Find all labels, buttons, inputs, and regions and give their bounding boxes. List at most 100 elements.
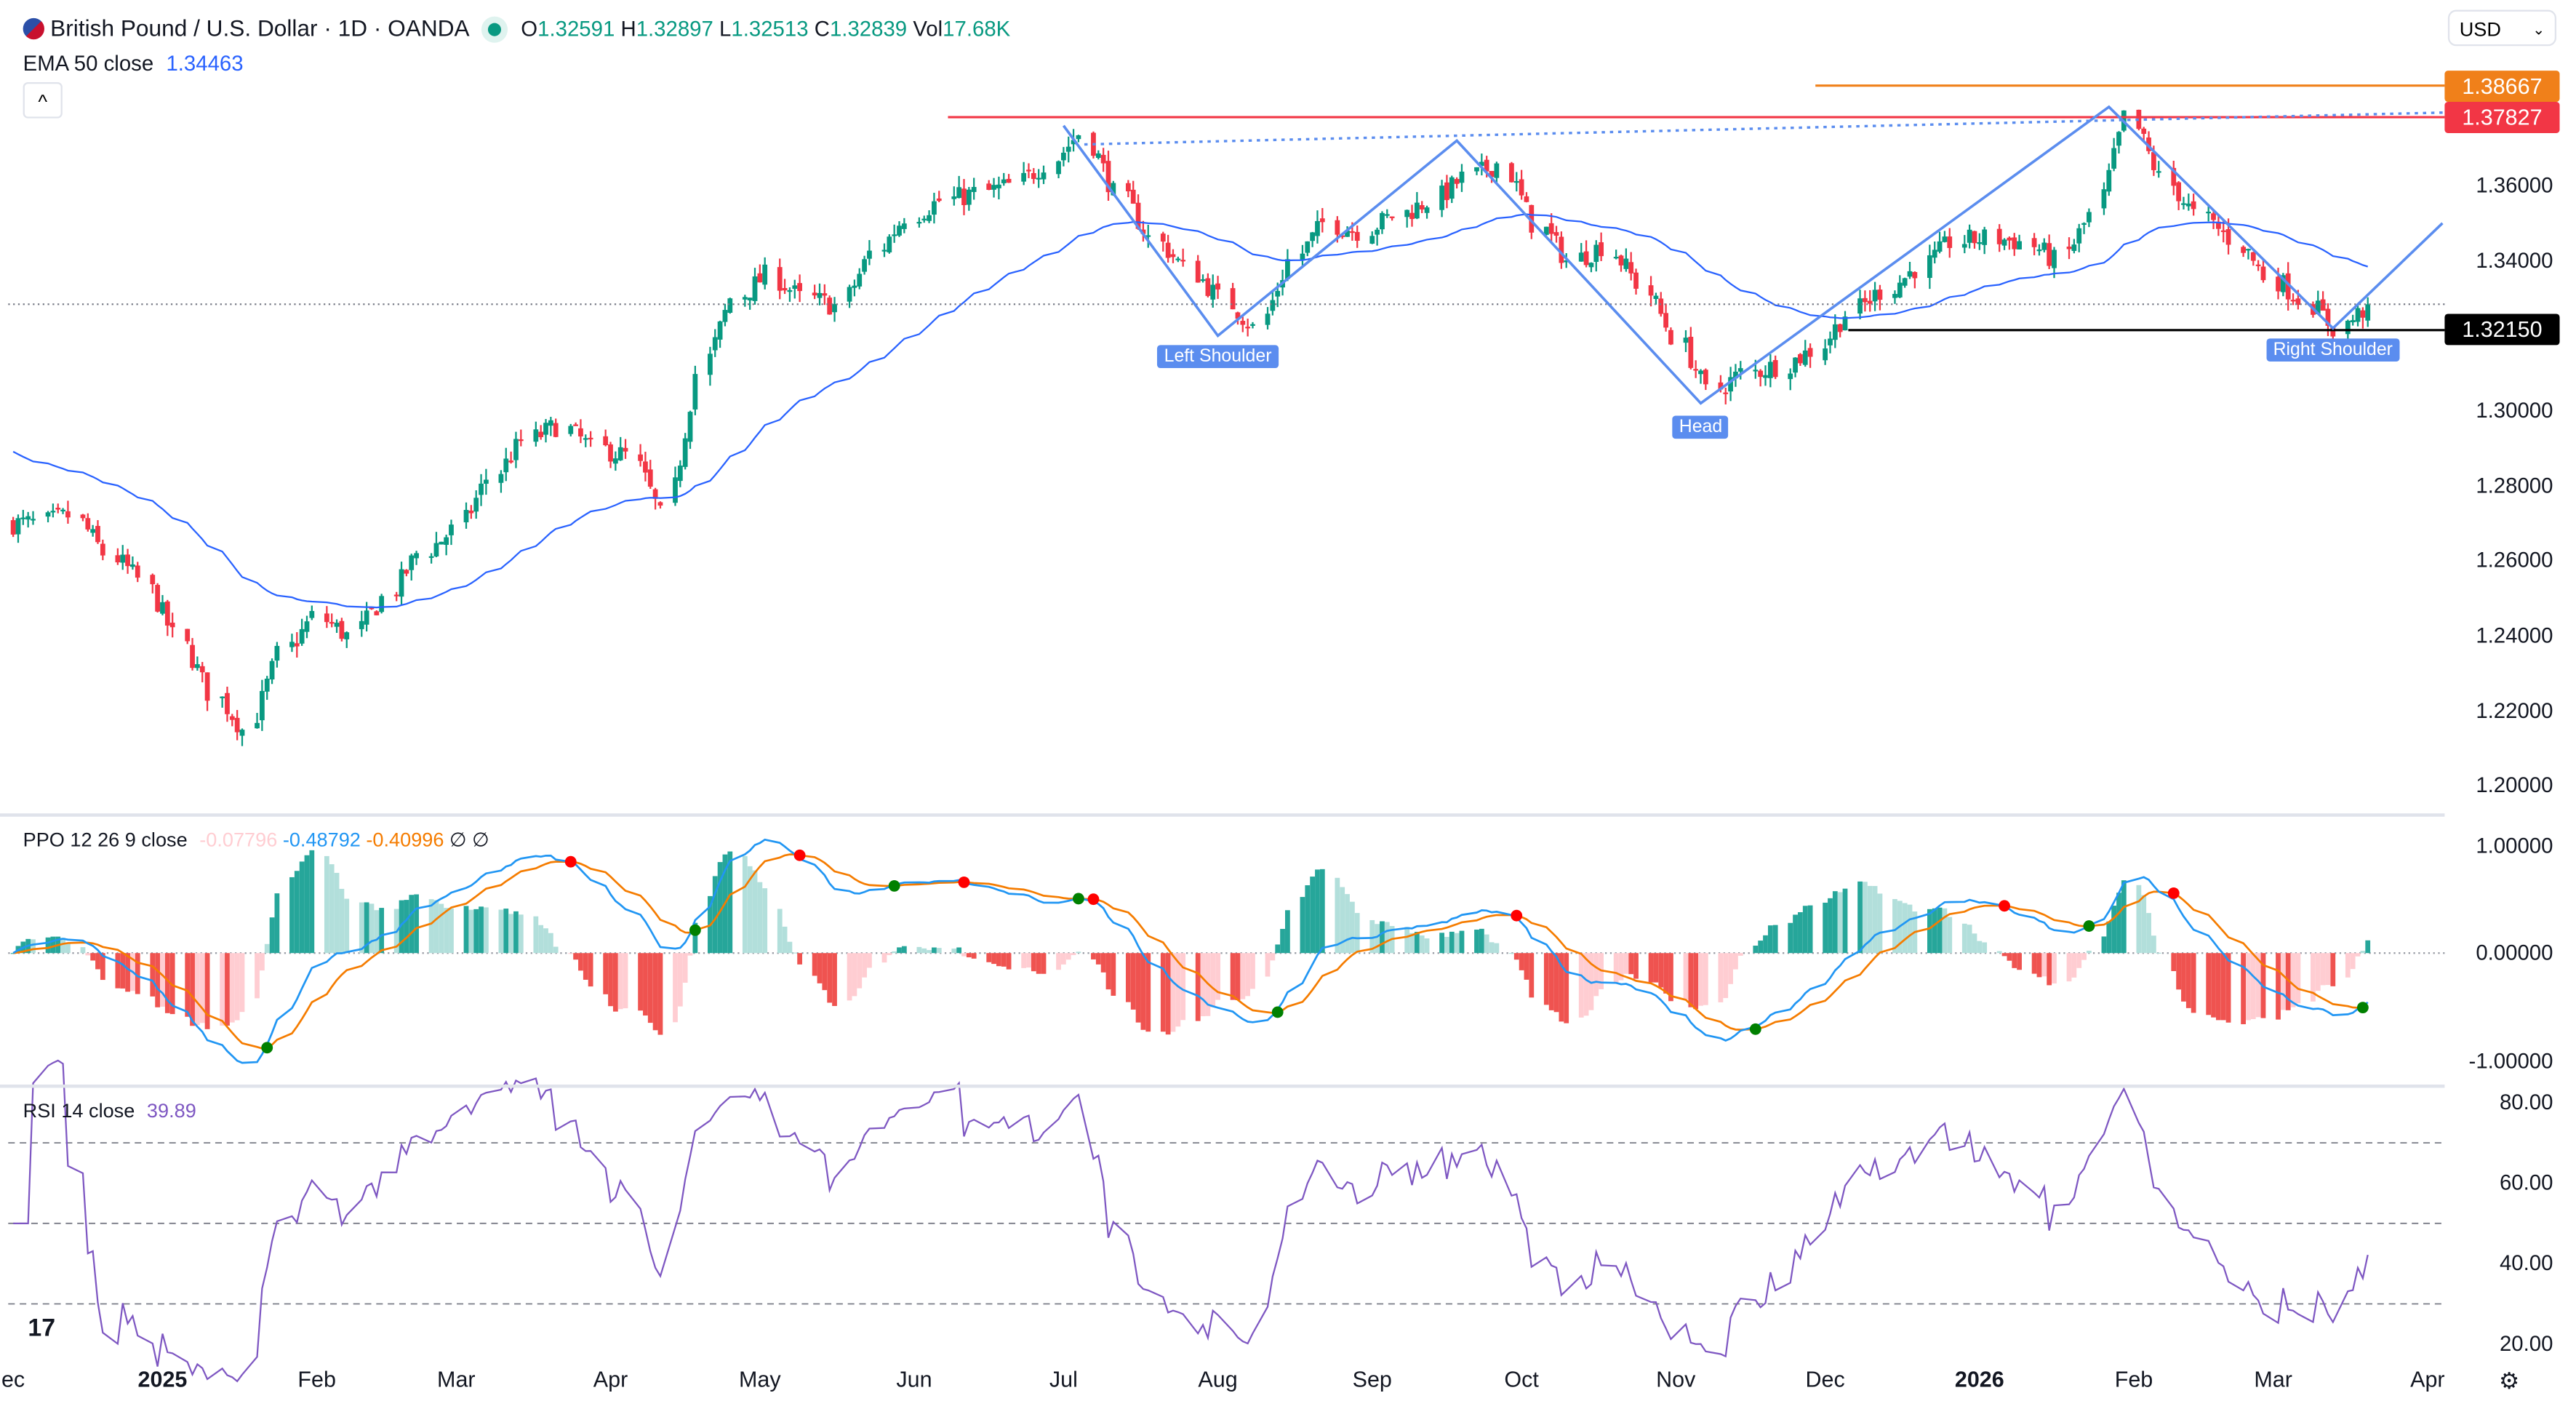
ppo-histogram-bar — [971, 953, 977, 959]
candle-up — [762, 264, 768, 285]
ppo-histogram-bar — [1688, 953, 1694, 1007]
ppo-histogram-bar — [2121, 880, 2127, 954]
ppo-histogram-bar — [1494, 943, 1500, 954]
candle-up — [1494, 163, 1500, 178]
candle-down — [204, 672, 210, 701]
ppo-legend[interactable]: PPO 12 26 9 close -0.07796 -0.48792 -0.4… — [23, 829, 489, 852]
ppo-histogram-bar — [2345, 953, 2351, 978]
candle-down — [1130, 189, 1136, 204]
ppo-histogram-bar — [50, 936, 56, 954]
ppo-histogram-bar — [160, 953, 165, 1007]
candle-down — [812, 292, 817, 296]
ppo-histogram-bar — [1892, 898, 1897, 954]
candle-up — [1788, 373, 1793, 380]
candle-down — [2176, 182, 2182, 201]
ppo-histogram-bar — [1902, 903, 1908, 954]
ppo-histogram-bar — [439, 903, 444, 954]
currency-select[interactable]: USD ⌄ — [2447, 9, 2557, 47]
candle-up — [1728, 377, 1733, 392]
candle-down — [1240, 321, 1246, 325]
ppo-histogram-bar — [1519, 953, 1524, 970]
time-axis-tick: Dec — [1805, 1367, 1845, 1392]
ppo-bearish-cross-dot — [1087, 893, 1100, 906]
candle-down — [2255, 264, 2261, 266]
candle-down — [822, 293, 828, 296]
ppo-bullish-cross-dot — [261, 1042, 273, 1054]
candle-down — [1335, 220, 1340, 235]
ppo-histogram-bar — [1733, 953, 1738, 970]
candle-up — [344, 632, 350, 639]
candle-down — [1553, 232, 1559, 236]
candle-up — [1823, 348, 1828, 361]
candle-up — [503, 458, 509, 473]
candle-up — [612, 458, 618, 464]
candle-up — [463, 509, 469, 523]
ppo-histogram-bar — [1380, 921, 1385, 954]
ppo-histogram-bar — [1315, 869, 1320, 954]
left-shoulder-label[interactable]: Left Shoulder — [1157, 346, 1279, 369]
ppo-histogram-bar — [1857, 881, 1863, 954]
ppo-histogram-bar — [991, 953, 996, 965]
candle-down — [225, 692, 230, 714]
ppo-histogram-bar — [673, 953, 678, 1023]
right-shoulder-label[interactable]: Right Shoulder — [2266, 338, 2400, 362]
ppo-axis-tick: 0.00000 — [2476, 940, 2553, 965]
rsi-legend[interactable]: RSI 14 close 39.89 — [23, 1099, 196, 1122]
candle-up — [2280, 275, 2286, 292]
ppo-histogram-bar — [155, 953, 161, 1007]
ppo-histogram-bar — [608, 953, 613, 1007]
ppo-histogram-bar — [1663, 953, 1668, 994]
candle-down — [2285, 273, 2291, 300]
candle-up — [817, 292, 823, 298]
ppo-histogram-bar — [692, 922, 698, 954]
candle-up — [255, 722, 260, 729]
candle-up — [932, 201, 937, 215]
ppo-histogram-bar — [1265, 953, 1271, 977]
price-level-tag[interactable]: 1.32150 — [2444, 314, 2560, 346]
candle-up — [289, 642, 295, 647]
candle-up — [1300, 253, 1305, 260]
candle-up — [1404, 209, 1410, 217]
ppo-histogram-bar — [2007, 953, 2012, 961]
candle-down — [1723, 392, 1729, 394]
ppo-histogram-bar — [638, 953, 643, 1011]
candle-down — [2151, 152, 2156, 170]
settings-gear-icon[interactable]: ⚙ — [2498, 1367, 2520, 1394]
ppo-histogram-bar — [1006, 953, 1012, 970]
price-level-tag[interactable]: 1.37827 — [2444, 101, 2560, 133]
ppo-histogram-bar — [2076, 953, 2082, 968]
candle-down — [603, 436, 609, 446]
head-label[interactable]: Head — [1672, 416, 1729, 440]
price-level-tag[interactable]: 1.38667 — [2444, 70, 2560, 102]
candle-down — [1703, 370, 1708, 385]
candle-down — [797, 283, 803, 292]
close-label: C — [814, 16, 830, 41]
ppo-histogram-bar — [1559, 953, 1564, 1022]
ppo-histogram-bar — [259, 953, 265, 971]
ppo-histogram-bar — [1907, 904, 1913, 954]
ppo-histogram-bar — [379, 908, 385, 954]
symbol-title[interactable]: British Pound / U.S. Dollar · 1D · OANDA — [50, 15, 470, 41]
ppo-histogram-bar — [1300, 897, 1305, 954]
ppo-histogram-bar — [1444, 936, 1449, 954]
collapse-legend-button[interactable]: ^ — [23, 81, 63, 119]
ppo-histogram-bar — [1200, 953, 1206, 1017]
tradingview-logo[interactable]: 17 — [28, 1314, 56, 1343]
rsi-label: RSI 14 close — [23, 1099, 135, 1122]
ppo-histogram-bar — [762, 888, 768, 954]
ppo-histogram-bar — [1031, 953, 1036, 972]
ema-legend[interactable]: EMA 50 close 1.34463 — [23, 51, 244, 76]
price-axis-tick: 1.36000 — [2476, 172, 2553, 198]
ppo-histogram-bar — [822, 953, 828, 991]
candle-up — [160, 602, 165, 614]
candle-down — [1195, 260, 1201, 283]
pane-divider[interactable] — [0, 813, 2445, 817]
pane-divider[interactable] — [0, 1084, 2445, 1088]
ppo-histogram-bar — [1414, 932, 1420, 954]
candle-up — [901, 223, 907, 229]
ppo-histogram-bar — [617, 953, 623, 1010]
ppo-histogram-bar — [2220, 953, 2226, 1021]
ppo-histogram-bar — [2031, 953, 2037, 974]
candle-up — [617, 447, 623, 460]
